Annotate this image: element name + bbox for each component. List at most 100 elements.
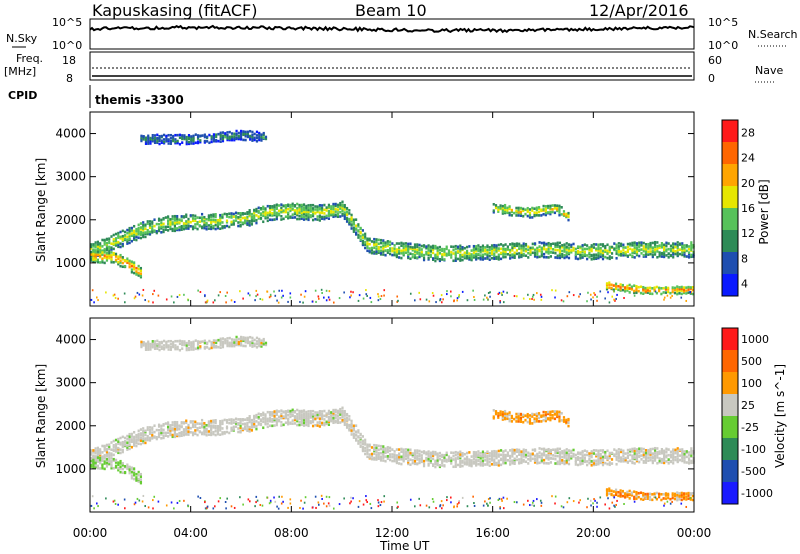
- power-cell: [284, 210, 287, 214]
- velocity-cell: [103, 444, 106, 448]
- power-cell: [135, 270, 138, 273]
- velocity-cell: [99, 460, 102, 463]
- power-cell: [665, 241, 668, 245]
- velocity-cell: [142, 429, 145, 433]
- velocity-cell: [232, 428, 235, 431]
- power-cell: [361, 229, 364, 232]
- velocity-cell: [644, 461, 648, 464]
- power-cell: [461, 290, 464, 293]
- velocity-cell: [540, 459, 543, 462]
- velocity-cell: [112, 439, 115, 443]
- velocity-cell: [540, 460, 543, 464]
- velocity-cell: [596, 501, 598, 504]
- velocity-cell: [475, 455, 478, 459]
- velocity-cell: [172, 344, 175, 347]
- power-cell: [185, 215, 188, 219]
- power-cell: [515, 244, 519, 248]
- power-cell: [153, 141, 157, 145]
- power-cell: [644, 248, 648, 251]
- velocity-cell: [481, 450, 485, 454]
- power-cell: [610, 286, 613, 290]
- velocity-cell: [233, 341, 236, 344]
- velocity-cell: [438, 457, 442, 461]
- power-cell: [156, 140, 159, 143]
- power-cell: [181, 137, 184, 141]
- power-cell: [274, 294, 277, 297]
- power-cell: [581, 253, 584, 257]
- power-cell: [311, 214, 315, 218]
- velocity-cell: [561, 461, 564, 465]
- power-cell: [296, 209, 299, 213]
- power-cell: [528, 211, 532, 215]
- velocity-cell: [224, 338, 227, 341]
- velocity-cell: [556, 415, 559, 419]
- velocity-cell: [90, 449, 93, 452]
- power-cell: [257, 206, 260, 210]
- power-cell: [549, 204, 552, 208]
- power-cell: [413, 299, 416, 302]
- velocity-cell: [658, 452, 661, 455]
- velocity-cell: [311, 413, 315, 416]
- colorbar-tick-label: 12: [741, 227, 755, 240]
- power-cell: [112, 233, 115, 237]
- velocity-cell: [648, 495, 652, 499]
- power-cell: [554, 251, 557, 255]
- power-cell: [142, 221, 145, 224]
- power-cell: [298, 211, 301, 214]
- velocity-cell: [123, 498, 126, 501]
- velocity-cell: [486, 456, 489, 460]
- power-cell: [599, 243, 602, 246]
- power-cell: [427, 244, 430, 247]
- power-cell: [689, 292, 692, 295]
- velocity-cell: [543, 451, 546, 454]
- velocity-cell: [377, 501, 380, 504]
- power-cell: [135, 266, 138, 270]
- power-cell: [244, 221, 247, 224]
- power-cell: [191, 219, 195, 223]
- power-cell: [490, 252, 494, 255]
- power-cell: [114, 296, 117, 299]
- velocity-cell: [307, 419, 310, 423]
- power-cell: [481, 246, 485, 250]
- velocity-cell: [515, 455, 519, 458]
- velocity-cell: [566, 501, 569, 504]
- power-cell: [311, 212, 315, 216]
- power-cell: [307, 204, 310, 207]
- velocity-cell: [490, 452, 494, 456]
- power-cell: [206, 299, 209, 302]
- power-cell: [676, 243, 679, 247]
- power-cell: [153, 136, 157, 140]
- velocity-cell: [527, 462, 530, 465]
- power-cell: [640, 243, 643, 247]
- power-cell: [364, 246, 367, 250]
- power-cell: [149, 136, 152, 140]
- velocity-cell: [681, 459, 684, 463]
- velocity-cell: [413, 459, 417, 463]
- velocity-cell: [370, 446, 374, 449]
- velocity-cell: [96, 466, 99, 470]
- power-cell: [173, 216, 177, 220]
- velocity-cell: [361, 449, 364, 453]
- power-cell: [206, 135, 209, 139]
- velocity-cell: [419, 504, 422, 507]
- velocity-cell: [110, 460, 113, 463]
- velocity-cell: [382, 459, 385, 462]
- power-cell: [488, 258, 491, 262]
- velocity-cell: [334, 410, 337, 414]
- velocity-cell: [187, 341, 191, 345]
- power-cell: [649, 250, 652, 253]
- power-cell: [108, 247, 111, 251]
- power-cell: [579, 253, 582, 257]
- power-cell: [466, 299, 469, 302]
- velocity-cell: [181, 341, 184, 345]
- velocity-cell: [537, 412, 541, 415]
- velocity-cell: [147, 343, 150, 347]
- power-cell: [343, 212, 346, 216]
- power-cell: [565, 215, 568, 219]
- power-cell: [110, 257, 113, 261]
- power-cell: [146, 230, 149, 234]
- velocity-cell: [114, 450, 118, 453]
- velocity-cell: [619, 493, 622, 497]
- velocity-cell: [671, 496, 674, 500]
- velocity-cell: [440, 500, 443, 503]
